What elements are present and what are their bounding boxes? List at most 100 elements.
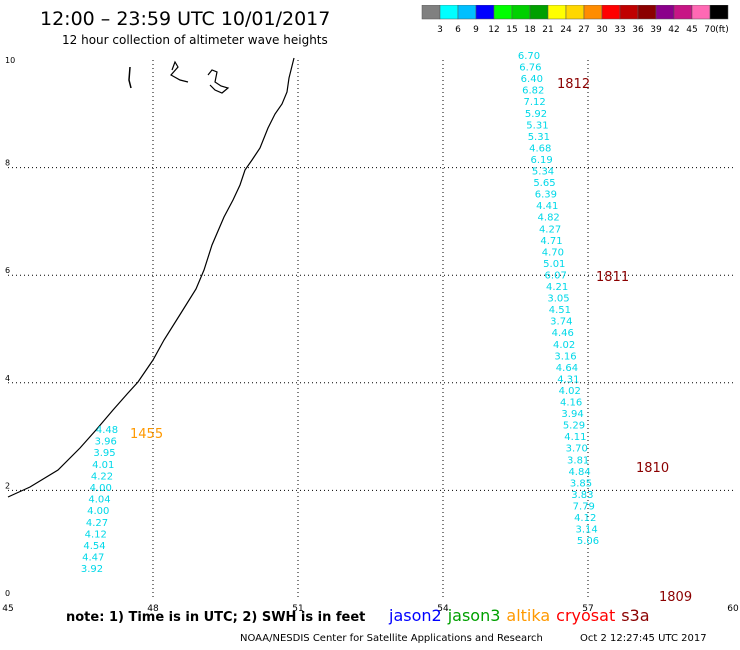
legend-label: (ft): [715, 25, 729, 35]
wave-height-value: 5.29: [563, 421, 585, 432]
legend-label: 15: [506, 25, 517, 35]
legend-label: 70: [704, 25, 716, 35]
wave-height-value: 4.48: [96, 425, 118, 436]
wave-height-value: 4.71: [540, 236, 562, 247]
y-tick-label: 10: [5, 56, 15, 65]
wave-height-value: 5.31: [526, 120, 548, 131]
wave-height-value: 5.92: [525, 109, 547, 120]
pass-time-label: 1811: [596, 270, 629, 285]
chart-title: 12:00 – 23:59 UTC 10/01/2017: [40, 8, 331, 30]
wave-height-value: 5.01: [543, 259, 565, 270]
wave-height-value: 3.81: [567, 455, 589, 466]
legend-label: 9: [473, 25, 479, 35]
satellite-legend: jason2 jason3 altika cryosat s3a: [389, 606, 656, 625]
wave-height-value: 3.14: [575, 525, 597, 536]
satellite-name: s3a: [621, 606, 650, 625]
x-tick-label: 54: [437, 604, 449, 614]
x-tick-label: 60: [727, 604, 739, 614]
y-tick-label: 8: [5, 159, 10, 168]
wave-height-value: 4.12: [574, 513, 596, 524]
y-tick-label: 4: [5, 374, 10, 383]
wave-height-value: 4.12: [85, 529, 107, 540]
wave-height-value: 3.94: [561, 409, 583, 420]
wave-height-value: 6.19: [531, 155, 553, 166]
wave-height-value: 4.54: [83, 541, 105, 552]
color-legend: 3 6 9 12 15 18 21 24 27 30 33 36 39 42 45 70 (ft): [421, 5, 729, 35]
wave-height-value: 4.11: [564, 432, 586, 443]
legend-label: 12: [488, 25, 499, 35]
wave-height-value: 4.82: [538, 213, 560, 224]
wave-height-value: 4.27: [86, 518, 108, 529]
wave-height-value: 6.39: [535, 190, 557, 201]
wave-height-value: 4.47: [82, 553, 104, 564]
x-tick-label: 57: [582, 604, 593, 614]
wave-height-value: 4.64: [556, 363, 578, 374]
wave-height-value: 6.82: [522, 86, 544, 97]
island-shape: [207, 69, 230, 94]
wave-height-value: 5.31: [528, 132, 550, 143]
wave-height-value: 3.83: [571, 490, 593, 501]
pass-time-label: 1809: [659, 590, 692, 605]
legend-label: 30: [596, 25, 608, 35]
legend-label: 45: [686, 25, 697, 35]
wave-height-value: 7.12: [523, 97, 545, 108]
wave-height-value: 5.65: [533, 178, 555, 189]
x-tick-label: 45: [2, 604, 13, 614]
wave-height-value: 5.34: [532, 167, 554, 178]
wave-height-value: 6.70: [518, 51, 540, 62]
wave-height-value: 3.92: [81, 564, 103, 575]
units-note: note: 1) Time is in UTC; 2) SWH is in fe…: [66, 610, 366, 625]
wave-height-value: 4.02: [553, 340, 575, 351]
x-tick-label: 48: [147, 604, 159, 614]
wave-height-value: 4.31: [557, 374, 579, 385]
wave-height-value: 4.22: [91, 471, 113, 482]
wave-height-value: 4.70: [542, 247, 564, 258]
wave-height-value: 3.96: [95, 437, 117, 448]
wave-height-value: 5.06: [577, 536, 599, 547]
generated-timestamp: Oct 2 12:27:45 UTC 2017: [580, 633, 707, 644]
pass-time-label: 1812: [557, 77, 590, 92]
source-credit: NOAA/NESDIS Center for Satellite Applica…: [240, 633, 543, 644]
x-tick-label: 51: [292, 604, 303, 614]
wave-height-value: 4.84: [568, 467, 590, 478]
wave-height-value: 3.70: [566, 444, 588, 455]
y-tick-label: 6: [5, 266, 10, 275]
legend-label: 27: [578, 25, 589, 35]
satellite-name: jason2: [389, 606, 442, 625]
legend-label: 21: [542, 25, 553, 35]
wave-height-value: 4.27: [539, 224, 561, 235]
wave-height-value: 4.46: [552, 328, 574, 339]
wave-height-value: 4.41: [536, 201, 558, 212]
legend-label: 36: [632, 25, 644, 35]
wave-height-value: 4.01: [92, 460, 114, 471]
wave-height-value: 6.76: [519, 63, 541, 74]
coastline: [7, 57, 295, 498]
satellite-name: jason3: [447, 606, 501, 625]
wave-height-value: 4.02: [559, 386, 581, 397]
wave-height-value: 6.07: [545, 270, 567, 281]
legend-label: 24: [560, 25, 572, 35]
wave-height-value: 4.16: [560, 398, 582, 409]
legend-label: 42: [668, 25, 679, 35]
wave-height-value: 4.00: [90, 483, 112, 494]
pass-time-label: 1455: [130, 427, 163, 442]
wave-height-value: 3.74: [550, 317, 572, 328]
legend-swatch: [709, 5, 729, 20]
wave-height-value: 3.85: [570, 478, 592, 489]
island-shape: [128, 66, 132, 89]
wave-height-value: 4.68: [529, 143, 551, 154]
legend-label: 3: [437, 25, 443, 35]
y-tick-label: 0: [5, 589, 10, 598]
legend-label: 39: [650, 25, 662, 35]
island-shape: [170, 60, 189, 83]
pass-time-label: 1810: [636, 461, 669, 476]
wave-height-value: 3.05: [547, 294, 569, 305]
satellite-name: altika: [506, 606, 551, 625]
wave-height-value: 7.79: [573, 501, 595, 512]
wave-height-value: 3.16: [554, 351, 576, 362]
legend-label: 6: [455, 25, 461, 35]
wave-height-value: 6.40: [521, 74, 543, 85]
legend-label: 18: [524, 25, 536, 35]
wave-height-value: 4.00: [87, 506, 109, 517]
wave-height-value: 3.95: [93, 448, 115, 459]
